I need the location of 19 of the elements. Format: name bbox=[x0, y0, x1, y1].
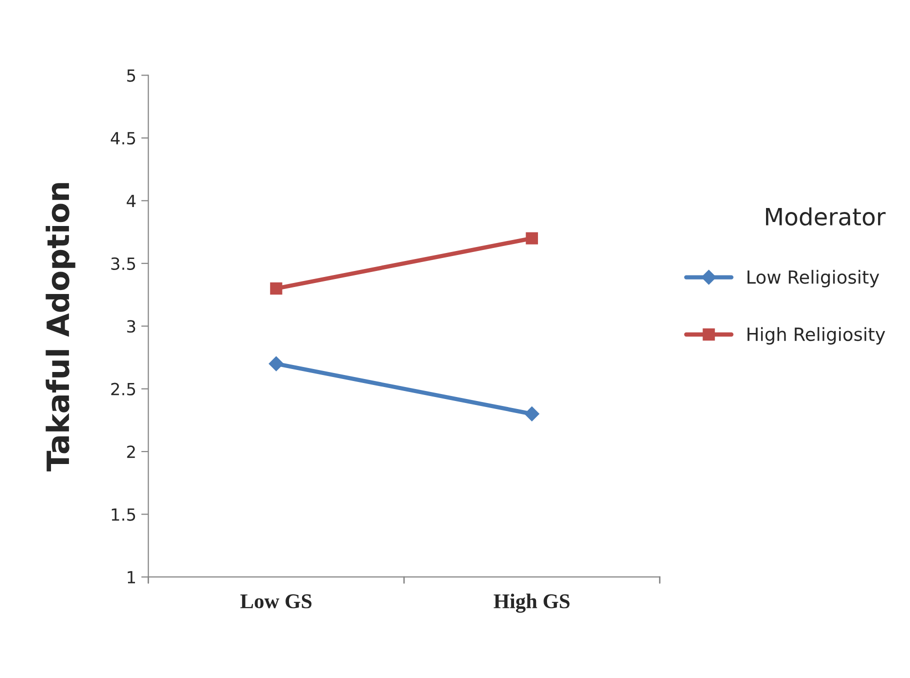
legend-label: Low Religiosity bbox=[748, 270, 880, 288]
point bbox=[526, 232, 538, 244]
legend-label: High Religiosity bbox=[748, 327, 886, 345]
y-tick-label: 2 bbox=[127, 446, 135, 458]
y-tick-label: 3 bbox=[127, 320, 136, 333]
x-tick-label: Low GS bbox=[240, 594, 312, 608]
legend-title: Moderator bbox=[766, 207, 886, 226]
point bbox=[270, 282, 282, 295]
y-tick-label: 4.5 bbox=[110, 132, 136, 145]
y-tick-label: 3.5 bbox=[111, 257, 136, 270]
point bbox=[524, 406, 540, 422]
y-axis-title: Takaful Adoption bbox=[46, 183, 76, 472]
y-tick-label: 5 bbox=[127, 69, 136, 82]
point bbox=[268, 356, 284, 372]
y-tick-label: 1.5 bbox=[112, 508, 136, 521]
y-tick-label: 2.5 bbox=[111, 382, 136, 396]
x-tick-label: High GS bbox=[494, 594, 570, 613]
y-tick-label: 1 bbox=[128, 571, 135, 584]
y-tick-label: 4 bbox=[126, 194, 136, 208]
